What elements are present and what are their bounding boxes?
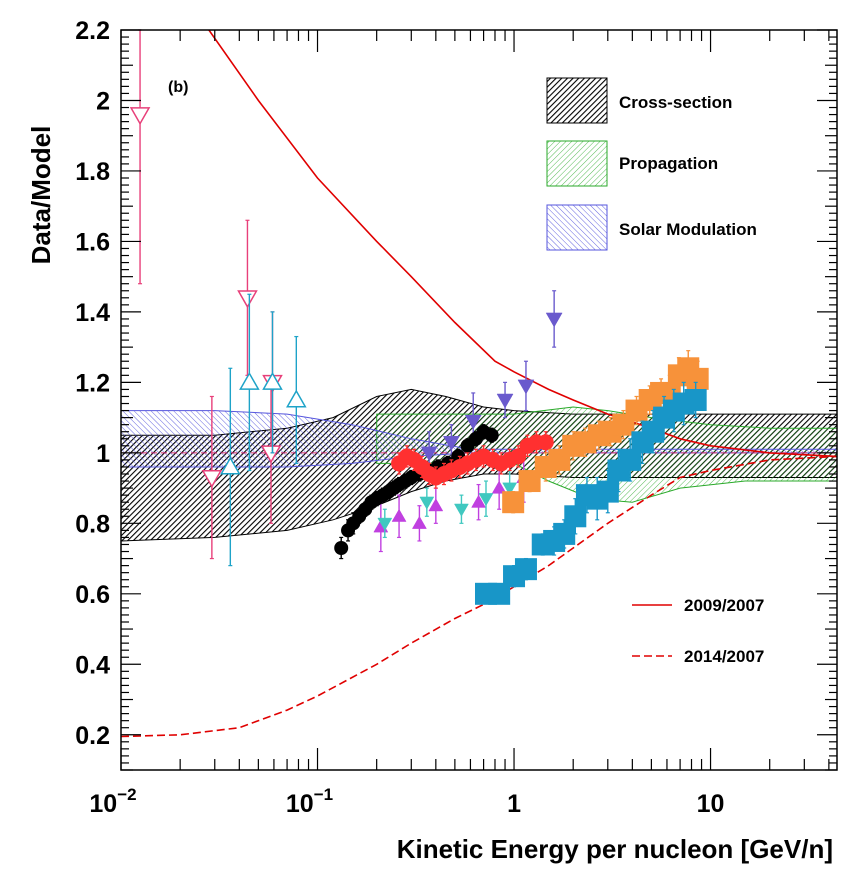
y-tick-label: 1.2 — [75, 369, 110, 397]
legend-swatch-cross-section — [546, 77, 608, 124]
data-point — [391, 508, 407, 522]
y-tick-label: 2.2 — [75, 17, 110, 45]
legend-label-2014-2007: 2014/2007 — [684, 647, 764, 666]
x-tick-label: 1 — [507, 790, 521, 818]
series-blue-filled-squares — [474, 381, 707, 605]
y-tick-label: 1.4 — [75, 299, 110, 327]
series-orange-filled-squares — [502, 350, 709, 514]
x-tick-label: 10−2 — [89, 785, 136, 818]
data-point — [464, 414, 482, 430]
x-tick-label: 10 — [697, 790, 725, 818]
data-point — [454, 503, 469, 517]
series-violet-filled-down-triangles — [420, 290, 563, 475]
data-point — [201, 470, 223, 489]
data-point — [411, 515, 427, 529]
data-point — [553, 522, 576, 545]
axis-ticks — [120, 29, 837, 771]
y-tick-label: 0.4 — [75, 651, 110, 679]
y-tick-label: 1.8 — [75, 158, 110, 186]
data-point — [428, 498, 444, 512]
y-tick-label: 0.2 — [75, 722, 110, 750]
data-point — [496, 393, 514, 409]
y-tick-label: 2 — [96, 87, 110, 115]
data-point — [488, 582, 511, 605]
y-tick-label: 1.6 — [75, 228, 110, 256]
y-tick-label: 0.6 — [75, 581, 110, 609]
plot-frame — [120, 29, 838, 771]
x-tick-label: 10−1 — [286, 785, 333, 818]
x-axis-title: Kinetic Energy per nucleon [GeV/n] — [397, 834, 833, 864]
data-point — [420, 446, 438, 462]
series-cyan-open-up-triangles — [220, 293, 307, 567]
data-point — [237, 290, 258, 309]
y-tick-labels: 0.2 0.4 0.6 0.8 1 1.2 1.4 1.6 1.8 2 2.2 — [75, 17, 110, 750]
data-point — [471, 494, 487, 508]
data-point — [517, 379, 535, 395]
legend-label-2009-2007: 2009/2007 — [684, 596, 764, 615]
series-red-filled-circles — [391, 431, 554, 489]
y-tick-label: 1 — [96, 440, 110, 468]
data-point — [377, 517, 393, 531]
legend-label-propagation: Propagation — [619, 154, 718, 173]
legend-label-solar-modulation: Solar Modulation — [619, 220, 757, 239]
data-point — [537, 434, 554, 451]
data-point — [619, 448, 642, 471]
curve-2009-2007 — [208, 30, 837, 458]
data-point — [262, 371, 283, 390]
data-point — [286, 389, 307, 408]
data-point — [502, 491, 525, 514]
x-tick-labels: 10−2 10−1 1 10 — [89, 785, 724, 818]
data-point — [478, 493, 494, 507]
data-point — [220, 456, 241, 475]
legend-swatch-propagation — [546, 140, 608, 187]
data-point — [484, 428, 499, 443]
legend-swatch-solar-modulation — [546, 204, 608, 251]
band-solar-modulation — [121, 410, 837, 468]
data-point — [514, 558, 537, 581]
data-points — [129, 29, 709, 605]
y-axis-title: Data/Model — [26, 126, 56, 265]
legend: Cross-section Propagation Solar Modulati… — [546, 77, 764, 666]
data-point — [686, 367, 709, 390]
y-tick-label: 0.8 — [75, 510, 110, 538]
data-point — [419, 496, 435, 510]
data-point — [684, 389, 707, 411]
data-point — [491, 480, 507, 494]
legend-label-cross-section: Cross-section — [619, 93, 732, 112]
data-point — [510, 448, 527, 465]
data-point — [334, 541, 349, 555]
data-point — [239, 371, 260, 390]
data-point — [502, 482, 518, 496]
data-point — [596, 480, 619, 503]
data-point — [545, 312, 563, 328]
ratio-curves — [121, 30, 837, 738]
data-point — [564, 505, 587, 528]
data-point — [129, 107, 151, 126]
data-point — [260, 445, 282, 464]
panel-label: (b) — [168, 79, 188, 96]
data-point — [442, 436, 460, 451]
